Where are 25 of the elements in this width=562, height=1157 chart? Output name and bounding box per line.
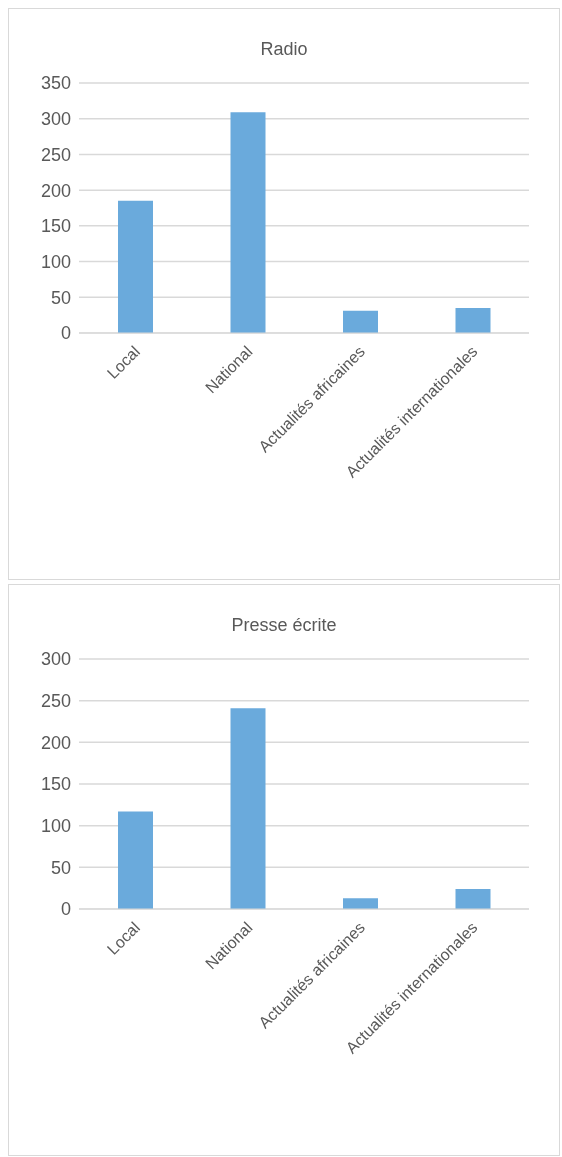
- y-tick-label: 200: [40, 180, 71, 201]
- chart-title: Radio: [259, 38, 309, 61]
- bar: [343, 898, 378, 909]
- bar: [230, 708, 266, 909]
- y-tick-label: 250: [40, 144, 71, 165]
- chart-title: Presse écrite: [230, 614, 338, 637]
- y-tick-label: 50: [50, 287, 71, 308]
- bar: [118, 200, 153, 333]
- y-tick-label: 250: [40, 691, 71, 712]
- y-tick-label: 100: [40, 816, 71, 837]
- y-tick-label: 150: [40, 216, 71, 237]
- y-tick-label: 350: [40, 73, 71, 94]
- y-tick-label: 300: [40, 109, 71, 130]
- bar: [118, 811, 153, 909]
- y-tick-label: 200: [40, 732, 71, 753]
- y-tick-label: 150: [40, 774, 71, 795]
- bar: [343, 310, 378, 333]
- y-tick-label: 0: [60, 323, 71, 344]
- bar: [455, 889, 491, 909]
- y-tick-label: 100: [40, 251, 71, 272]
- bar: [455, 308, 491, 333]
- y-tick-label: 50: [50, 857, 71, 878]
- y-tick-label: 0: [60, 899, 71, 920]
- bar: [230, 112, 266, 333]
- y-tick-label: 300: [40, 649, 71, 670]
